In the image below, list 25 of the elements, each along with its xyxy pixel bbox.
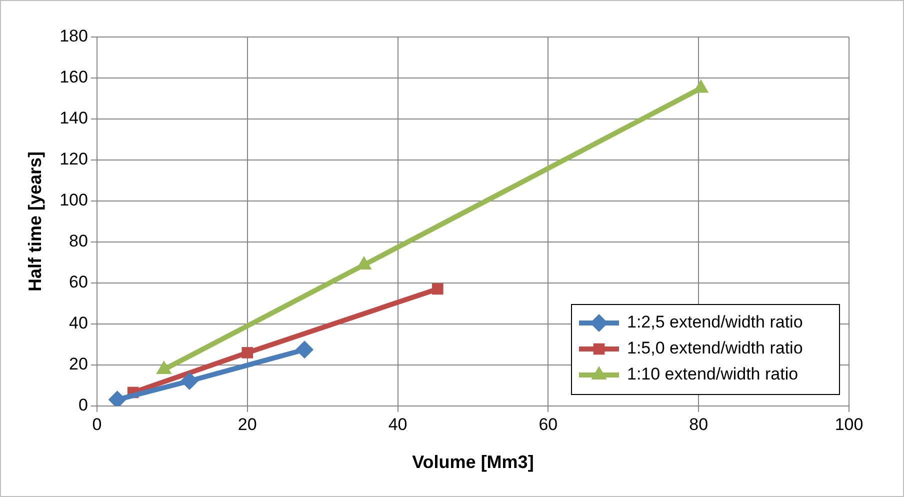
x-tick-label: 80 (689, 414, 708, 434)
y-tick-label: 60 (69, 272, 88, 292)
point (180, 372, 198, 390)
x-tick-label: 60 (538, 414, 558, 434)
legend-label: 1:2,5 extend/width ratio (627, 312, 803, 332)
x-tick-label: 20 (238, 414, 257, 434)
y-axis-title: Half time [years] (24, 151, 45, 292)
x-tick-label: 40 (388, 414, 408, 434)
x-axis-title: Volume [Mm3] (412, 452, 534, 472)
point (296, 340, 314, 359)
y-tick-label: 80 (69, 232, 88, 251)
y-tick-label: 180 (60, 26, 88, 46)
legend-label: 1:5,0 extend/width ratio (627, 338, 803, 358)
y-tick-label: 20 (69, 354, 88, 374)
x-tick-label: 100 (834, 414, 864, 434)
legend-label: 1:10 extend/width ratio (627, 364, 798, 384)
x-tick-label: 0 (92, 414, 102, 434)
point (242, 347, 254, 358)
y-tick-label: 40 (69, 314, 88, 333)
y-tick-label: 120 (60, 150, 88, 169)
y-tick-label: 160 (60, 68, 88, 87)
point (432, 283, 444, 295)
y-tick-label: 0 (78, 396, 88, 415)
y-tick-label: 140 (60, 108, 88, 128)
y-tick-label: 100 (60, 190, 88, 210)
